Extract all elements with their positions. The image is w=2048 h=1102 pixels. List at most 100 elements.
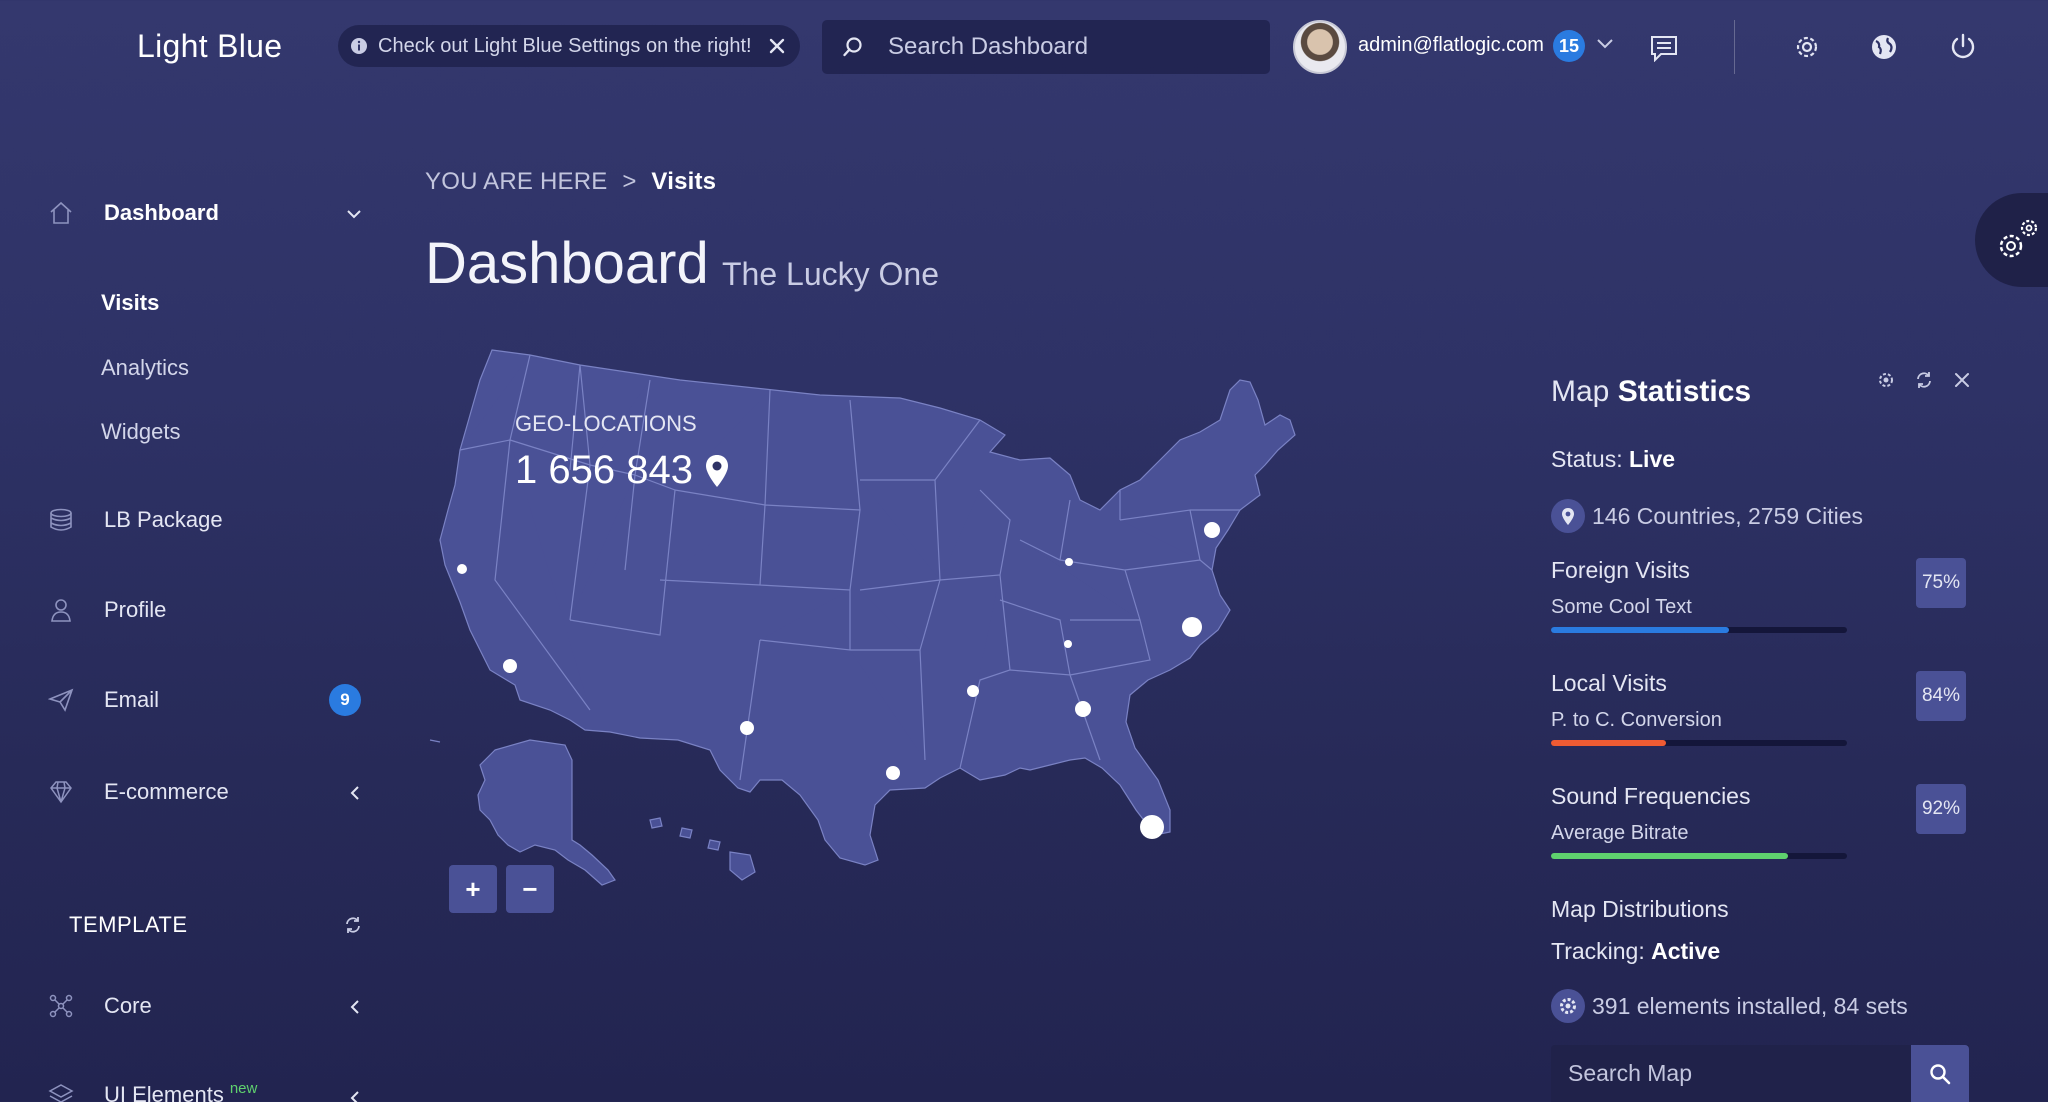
sidebar-item-label: UI Elements xyxy=(104,1082,224,1102)
sidebar-item-profile[interactable]: Profile xyxy=(48,597,166,623)
tracking-status: Tracking: Active xyxy=(1551,938,1720,965)
progress-fill xyxy=(1551,627,1729,633)
usa-map[interactable] xyxy=(420,340,1300,900)
chevron-down-icon[interactable] xyxy=(1596,38,1614,50)
progress-bar xyxy=(1551,627,1847,633)
panel-title-bold: Statistics xyxy=(1617,375,1752,408)
percent-badge: 92% xyxy=(1916,784,1966,834)
globe-icon[interactable] xyxy=(1870,33,1898,61)
messages-icon[interactable] xyxy=(1649,34,1679,62)
tracking-label: Tracking: xyxy=(1551,938,1645,964)
sidebar-subitem-analytics[interactable]: Analytics xyxy=(101,355,190,380)
stat-title: Local Visits xyxy=(1551,670,1667,696)
search-input[interactable]: Search Dashboard xyxy=(888,33,1089,60)
close-icon[interactable] xyxy=(768,37,786,55)
sidebar-item-label: E-commerce xyxy=(104,779,229,804)
breadcrumb-separator: > xyxy=(622,168,637,195)
map-marker[interactable] xyxy=(886,766,900,780)
widget-close-icon[interactable] xyxy=(1953,371,1971,389)
cog-icon xyxy=(1551,989,1585,1023)
info-icon xyxy=(350,37,368,55)
progress-fill xyxy=(1551,740,1667,746)
user-icon xyxy=(48,597,74,623)
map-marker[interactable] xyxy=(457,564,467,574)
status-value: Live xyxy=(1629,446,1676,472)
sidebar-item-ecommerce[interactable]: E-commerce xyxy=(48,779,229,805)
stat-foreign-visits: Foreign Visits Some Cool Text xyxy=(1551,557,1847,633)
map-marker[interactable] xyxy=(1064,640,1072,648)
map-marker-icon xyxy=(1551,499,1585,533)
nodes-icon xyxy=(48,993,74,1019)
theme-settings-tab[interactable] xyxy=(1975,193,2048,287)
sidebar-subitem-visits[interactable]: Visits xyxy=(101,290,160,315)
sidebar-item-label: Email xyxy=(104,687,160,712)
geo-count-value: 1 656 843 xyxy=(515,448,693,492)
power-icon[interactable] xyxy=(1948,32,1978,62)
stat-subtitle: Some Cool Text xyxy=(1551,596,1692,618)
progress-bar xyxy=(1551,740,1847,746)
gears-icon xyxy=(1995,216,2039,264)
sidebar-item-dashboard[interactable]: Dashboard xyxy=(48,200,219,226)
panel-title: Map Statistics xyxy=(1551,375,1751,409)
stat-title: Sound Frequencies xyxy=(1551,783,1751,809)
widget-refresh-icon[interactable] xyxy=(1915,371,1933,389)
database-icon xyxy=(48,507,74,533)
search-icon xyxy=(842,36,864,58)
sidebar-item-label: Dashboard xyxy=(104,200,219,225)
sidebar-item-core[interactable]: Core xyxy=(48,993,152,1019)
map-status: Status: Live xyxy=(1551,446,1675,473)
map-marker[interactable] xyxy=(967,685,979,697)
zoom-in-button[interactable]: + xyxy=(449,865,497,913)
gear-icon[interactable] xyxy=(1792,32,1822,62)
map-search-input[interactable]: Search Map xyxy=(1551,1045,1969,1102)
chevron-left-icon[interactable] xyxy=(349,1090,361,1102)
zoom-out-button[interactable]: − xyxy=(506,865,554,913)
notice-text: Check out Light Blue Settings on the rig… xyxy=(378,34,752,57)
stat-local-visits: Local Visits P. to C. Conversion xyxy=(1551,670,1847,746)
chevron-left-icon[interactable] xyxy=(349,785,361,801)
sidebar-item-lb-package[interactable]: LB Package xyxy=(48,507,223,533)
avatar[interactable] xyxy=(1293,20,1347,74)
search-bar[interactable]: Search Dashboard xyxy=(822,20,1270,74)
map-marker[interactable] xyxy=(740,721,754,735)
refresh-icon[interactable] xyxy=(344,916,362,934)
status-label: Status: xyxy=(1551,446,1623,472)
app-logo[interactable]: Light Blue xyxy=(137,28,283,64)
page-title: Dashboard xyxy=(425,231,709,296)
sidebar-item-ui-elements[interactable]: UI Elements new xyxy=(48,1079,258,1102)
chevron-left-icon[interactable] xyxy=(349,999,361,1015)
geo-locations-count: 1 656 843 xyxy=(515,448,729,493)
map-marker[interactable] xyxy=(1182,617,1202,637)
sidebar-subitem-widgets[interactable]: Widgets xyxy=(101,419,181,444)
sidebar-heading-template: TEMPLATE xyxy=(69,912,188,937)
map-distributions-heading: Map Distributions xyxy=(1551,896,1729,922)
progress-fill xyxy=(1551,853,1788,859)
search-icon xyxy=(1929,1063,1951,1085)
map-marker[interactable] xyxy=(1065,558,1073,566)
stat-subtitle: P. to C. Conversion xyxy=(1551,709,1722,731)
user-email[interactable]: admin@flatlogic.com xyxy=(1358,34,1544,56)
sidebar-item-email[interactable]: Email xyxy=(48,687,159,713)
map-marker[interactable] xyxy=(1140,815,1164,839)
map-marker[interactable] xyxy=(1075,701,1091,717)
sidebar-item-label: Profile xyxy=(104,597,167,622)
stat-subtitle: Average Bitrate xyxy=(1551,822,1689,844)
diamond-icon xyxy=(48,779,74,805)
paper-plane-icon xyxy=(48,687,74,713)
widget-settings-icon[interactable] xyxy=(1877,371,1895,389)
geo-locations-label: GEO-LOCATIONS xyxy=(515,411,697,436)
new-tag: new xyxy=(229,1079,258,1097)
map-marker[interactable] xyxy=(503,659,517,673)
panel-title-light: Map xyxy=(1551,375,1610,408)
map-search-button[interactable] xyxy=(1911,1045,1969,1102)
chevron-down-icon[interactable] xyxy=(346,208,362,220)
notification-badge[interactable]: 15 xyxy=(1553,30,1585,62)
percent-badge: 75% xyxy=(1916,558,1966,608)
breadcrumb: YOU ARE HERE > Visits xyxy=(425,168,716,196)
countries-cities: 146 Countries, 2759 Cities xyxy=(1592,503,1864,529)
map-marker[interactable] xyxy=(1204,522,1220,538)
breadcrumb-current: Visits xyxy=(651,168,717,195)
sidebar-item-label: LB Package xyxy=(104,507,223,532)
map-marker-icon xyxy=(705,454,729,488)
stat-title: Foreign Visits xyxy=(1551,557,1690,583)
